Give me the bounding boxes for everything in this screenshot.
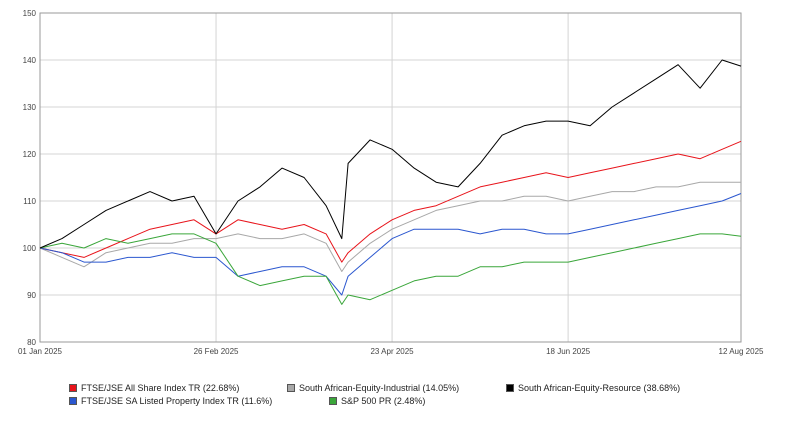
series-line-1 <box>39 181 741 272</box>
legend-label: South African-Equity-Resource (38.68%) <box>518 382 681 393</box>
line-chart: 80 90 100 110 120 130 140 150 01 Jan 2025 26 Feb … <box>18 9 764 356</box>
legend: FTSE/JSE All Share Index TR (22.68%) Sou… <box>69 381 769 407</box>
series-line-4 <box>39 233 742 305</box>
legend-label: South African-Equity-Industrial (14.05%) <box>299 382 460 393</box>
legend-label: FTSE/JSE All Share Index TR (22.68%) <box>81 382 240 393</box>
legend-label: FTSE/JSE SA Listed Property Index TR (11… <box>81 395 273 406</box>
legend-item-sa-equity-resource: South African-Equity-Resource (38.68%) <box>506 383 680 393</box>
legend-row-2: FTSE/JSE SA Listed Property Index TR (11… <box>69 394 769 407</box>
y-tick-label: 90 <box>27 291 36 300</box>
x-tick-label: 23 Apr 2025 <box>370 347 414 356</box>
legend-swatch-grey <box>287 383 295 392</box>
series-line-0 <box>39 140 742 263</box>
y-tick-label: 120 <box>23 150 37 159</box>
legend-swatch-blue <box>69 396 77 405</box>
legend-item-ftse-jse-all-share: FTSE/JSE All Share Index TR (22.68%) <box>69 383 287 393</box>
series-line-2 <box>39 59 742 249</box>
series-line-3 <box>39 193 742 296</box>
x-tick-label: 12 Aug 2025 <box>719 347 764 356</box>
grid <box>39 12 742 343</box>
y-tick-label: 110 <box>23 197 36 206</box>
legend-swatch-black <box>506 383 514 392</box>
y-tick-label: 140 <box>23 56 37 65</box>
legend-item-ftse-jse-sa-listed-property: FTSE/JSE SA Listed Property Index TR (11… <box>69 396 329 406</box>
x-tick-label: 18 Jun 2025 <box>546 347 591 356</box>
x-tick-label: 01 Jan 2025 <box>18 347 63 356</box>
legend-swatch-green <box>329 396 337 405</box>
legend-label: S&P 500 PR (2.48%) <box>341 395 426 406</box>
legend-item-sp-500: S&P 500 PR (2.48%) <box>329 396 425 406</box>
y-tick-label: 130 <box>23 103 37 112</box>
legend-swatch-red <box>69 383 77 392</box>
series-lines <box>39 59 742 305</box>
x-tick-label: 26 Feb 2025 <box>194 347 239 356</box>
plot-frame <box>39 12 742 343</box>
legend-item-sa-equity-industrial: South African-Equity-Industrial (14.05%) <box>287 383 506 393</box>
y-tick-label: 80 <box>27 338 36 347</box>
y-tick-label: 100 <box>23 244 37 253</box>
y-tick-label: 150 <box>23 9 37 18</box>
legend-row-1: FTSE/JSE All Share Index TR (22.68%) Sou… <box>69 381 769 394</box>
axes: 80 90 100 110 120 130 140 150 01 Jan 2025 26 Feb … <box>18 9 764 356</box>
